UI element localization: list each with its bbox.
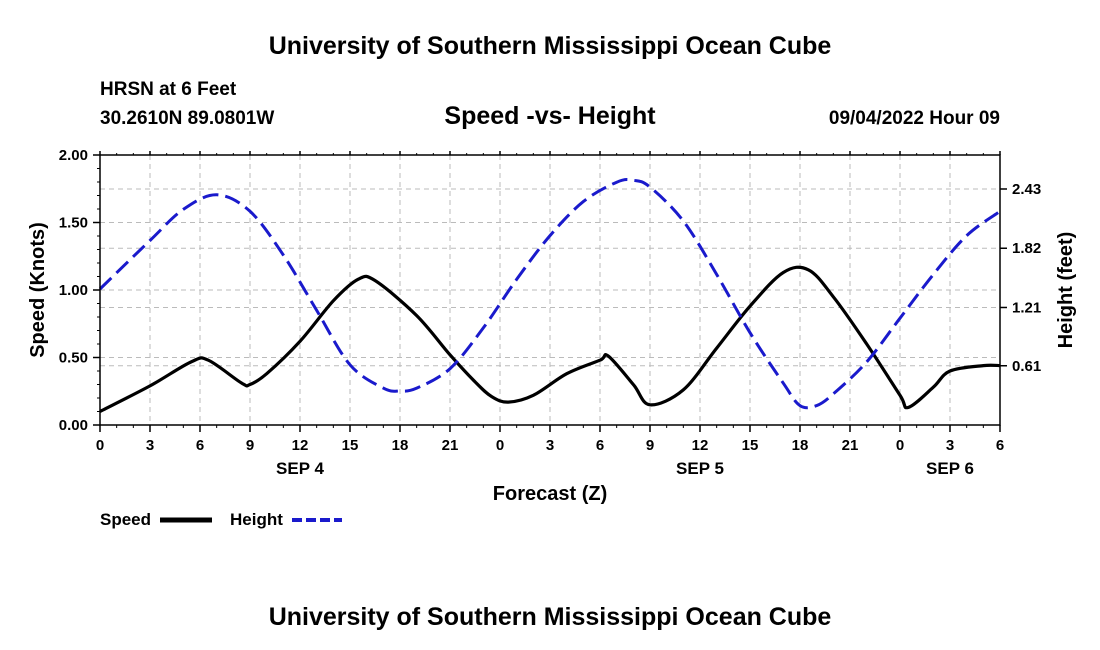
chart-title: Speed -vs- Height: [444, 102, 656, 130]
y-tick-label-left: 1.00: [59, 282, 88, 299]
x-tick-label: 3: [146, 437, 154, 454]
date-label: SEP 5: [676, 459, 724, 478]
y-axis-label-right: Height (feet): [1055, 232, 1077, 349]
x-tick-label: 3: [946, 437, 954, 454]
y-tick-label-right: 1.21: [1012, 299, 1041, 316]
y-tick-label-left: 2.00: [59, 147, 88, 164]
grid: [100, 155, 1000, 425]
y-tick-label-right: 1.82: [1012, 240, 1041, 257]
x-tick-label: 21: [842, 437, 859, 454]
y-tick-label-left: 0.00: [59, 417, 88, 434]
legend-height-label: Height: [230, 510, 283, 529]
x-tick-label: 18: [392, 437, 409, 454]
legend: Speed Height: [100, 510, 342, 529]
y-tick-label-left: 0.50: [59, 350, 88, 367]
main-title: University of Southern Mississippi Ocean…: [269, 32, 832, 60]
x-tick-label: 3: [546, 437, 554, 454]
y-tick-label-right: 0.61: [1012, 358, 1041, 375]
date-label: 09/04/2022 Hour 09: [829, 108, 1000, 129]
legend-speed-label: Speed: [100, 510, 151, 529]
x-tick-label: 15: [342, 437, 359, 454]
x-tick-label: 0: [496, 437, 504, 454]
x-tick-label: 9: [246, 437, 254, 454]
y-tick-label-right: 2.43: [1012, 181, 1041, 198]
y-tick-label-left: 1.50: [59, 215, 88, 232]
x-tick-label: 0: [96, 437, 104, 454]
date-label: SEP 6: [926, 459, 974, 478]
x-tick-label: 0: [896, 437, 904, 454]
x-tick-label: 12: [292, 437, 309, 454]
x-axis-label: Forecast (Z): [493, 483, 607, 505]
x-tick-label: 21: [442, 437, 459, 454]
series-layer: [98, 178, 1001, 413]
coordinates-label: 30.2610N 89.0801W: [100, 108, 274, 129]
x-tick-label: 6: [596, 437, 604, 454]
x-tick-label: 12: [692, 437, 709, 454]
x-tick-label: 6: [996, 437, 1004, 454]
station-label: HRSN at 6 Feet: [100, 79, 237, 100]
footer-title: University of Southern Mississippi Ocean…: [269, 603, 832, 631]
x-tick-label: 15: [742, 437, 759, 454]
date-label: SEP 4: [276, 459, 324, 478]
series-line-height: [98, 178, 1001, 410]
x-tick-label: 9: [646, 437, 654, 454]
series-line-speed: [99, 265, 1001, 413]
y-axis-label-left: Speed (Knots): [27, 222, 49, 358]
axis-ticks: 0 3 6 9 12 15 18 21 0 3 6 9 12 15 18 21 0 3 6 SEP 4 SEP 5 SEP…: [59, 147, 1041, 478]
x-tick-label: 6: [196, 437, 204, 454]
x-tick-label: 18: [792, 437, 809, 454]
